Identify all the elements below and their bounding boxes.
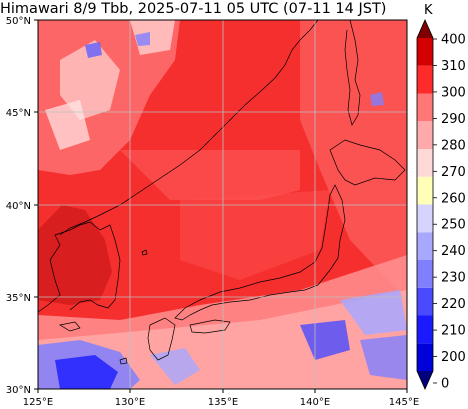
colorbar-tick-label: 240 [441,244,466,259]
x-tick-label: 125°E [23,397,53,408]
colorbar-tick-label: 310 [441,59,466,74]
colorbar-tick-label: 250 [441,218,466,233]
colorbar-tick-label: 0 [441,377,449,392]
colorbar-max-arrow [417,20,433,38]
colorbar-tick-label: 400 [441,33,466,48]
colorbar-bin [417,38,433,66]
colorbar-bin [417,232,433,260]
colorbar-tick-label: 200 [441,350,466,365]
colorbar-min-arrow [417,371,433,389]
satellite-image [38,20,407,389]
map-title: Himawari 8/9 Tbb, 2025-07-11 05 UTC (07-… [0,1,387,17]
colorbar-bin [417,315,433,344]
colorbar: 0 200 210 220 230 240 250 260 270 280 290 300 310 400 [416,19,466,392]
x-tick-label: 140°E [300,397,330,408]
colorbar-tick-label: 270 [441,165,466,180]
colorbar-unit: K [424,3,433,18]
colorbar-bin [417,176,433,205]
colorbar-bin [417,149,433,177]
colorbar-tick-label: 210 [441,324,466,339]
colorbar-bin [417,204,433,233]
y-tick-label: 50°N [6,16,31,27]
y-tick-label: 45°N [6,108,31,119]
colorbar-bin [417,260,433,288]
colorbar-tick-label: 280 [441,138,466,153]
y-tick-label: 40°N [6,201,31,212]
colorbar-tick-label: 290 [441,112,466,127]
colorbar-bin [417,121,433,149]
map-gridlines [38,20,407,389]
x-tick-label: 145°E [389,397,419,408]
y-tick-label: 30°N [6,385,31,396]
y-tick-label: 35°N [6,293,31,304]
colorbar-bin [417,65,433,94]
colorbar-tick-label: 260 [441,191,466,206]
colorbar-tick-label: 300 [441,85,466,100]
x-tick-label: 130°E [115,397,145,408]
colorbar-tick-label: 220 [441,297,466,312]
colorbar-bin [417,93,433,122]
colorbar-tick-label: 230 [441,271,466,286]
x-tick-label: 135°E [208,397,238,408]
colorbar-bin [417,287,433,316]
colorbar-bin [417,343,433,371]
